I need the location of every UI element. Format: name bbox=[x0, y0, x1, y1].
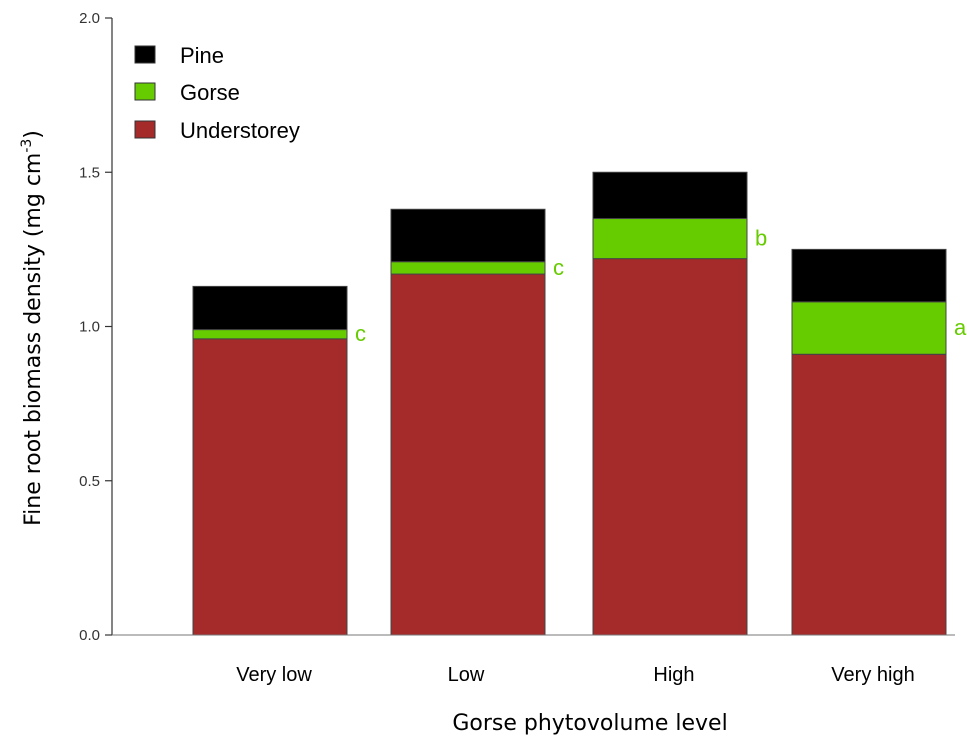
bar-segment-pine bbox=[192, 285, 348, 331]
significance-letters: c c b a bbox=[355, 226, 967, 347]
y-axis-title-suffix: ) bbox=[21, 130, 46, 139]
y-tick-label: 0.0 bbox=[79, 627, 100, 644]
y-axis: 0.0 0.5 1.0 1.5 2.0 bbox=[79, 10, 113, 644]
bars-group bbox=[192, 171, 947, 636]
legend-label-gorse: Gorse bbox=[180, 80, 240, 105]
bar-segment-pine bbox=[390, 208, 546, 263]
legend-swatch-gorse bbox=[134, 82, 156, 101]
y-tick-label: 1.0 bbox=[79, 319, 100, 336]
bar-segment-pine bbox=[791, 248, 947, 303]
y-tick-label: 1.5 bbox=[79, 164, 100, 181]
bar-segment-understorey bbox=[390, 273, 546, 636]
legend-label-pine: Pine bbox=[180, 43, 224, 68]
y-tick-label: 0.5 bbox=[79, 473, 100, 490]
x-axis: Very low Low High Very high bbox=[112, 634, 955, 686]
bar-segment-understorey bbox=[192, 338, 348, 636]
x-axis-title: Gorse phytovolume level bbox=[452, 711, 727, 736]
legend-label-understorey: Understorey bbox=[180, 118, 300, 143]
bar-segment-gorse bbox=[192, 329, 348, 340]
legend: Pine Gorse Understorey bbox=[134, 43, 300, 143]
y-tick-label: 2.0 bbox=[79, 10, 100, 27]
y-axis-title-main: Fine root biomass density (mg cm bbox=[21, 153, 46, 526]
significance-letter: c bbox=[553, 255, 564, 280]
x-category-label: Very high bbox=[831, 664, 914, 686]
significance-letter: a bbox=[954, 315, 967, 340]
x-category-label: High bbox=[653, 664, 694, 686]
bar-segment-gorse bbox=[791, 301, 947, 355]
y-axis-title-superscript: -3 bbox=[19, 139, 35, 153]
significance-letter: b bbox=[755, 226, 767, 251]
bar-segment-gorse bbox=[390, 261, 546, 275]
x-category-label: Low bbox=[448, 664, 485, 686]
significance-letter: c bbox=[355, 321, 366, 346]
y-axis-title: Fine root biomass density (mg cm-3) bbox=[19, 130, 46, 526]
bar-segment-understorey bbox=[791, 353, 947, 636]
legend-swatch-understorey bbox=[134, 120, 156, 139]
bar-segment-understorey bbox=[592, 258, 748, 636]
x-category-label: Very low bbox=[236, 664, 312, 686]
bar-segment-pine bbox=[592, 171, 748, 220]
bar-segment-gorse bbox=[592, 218, 748, 260]
legend-swatch-pine bbox=[134, 45, 156, 64]
